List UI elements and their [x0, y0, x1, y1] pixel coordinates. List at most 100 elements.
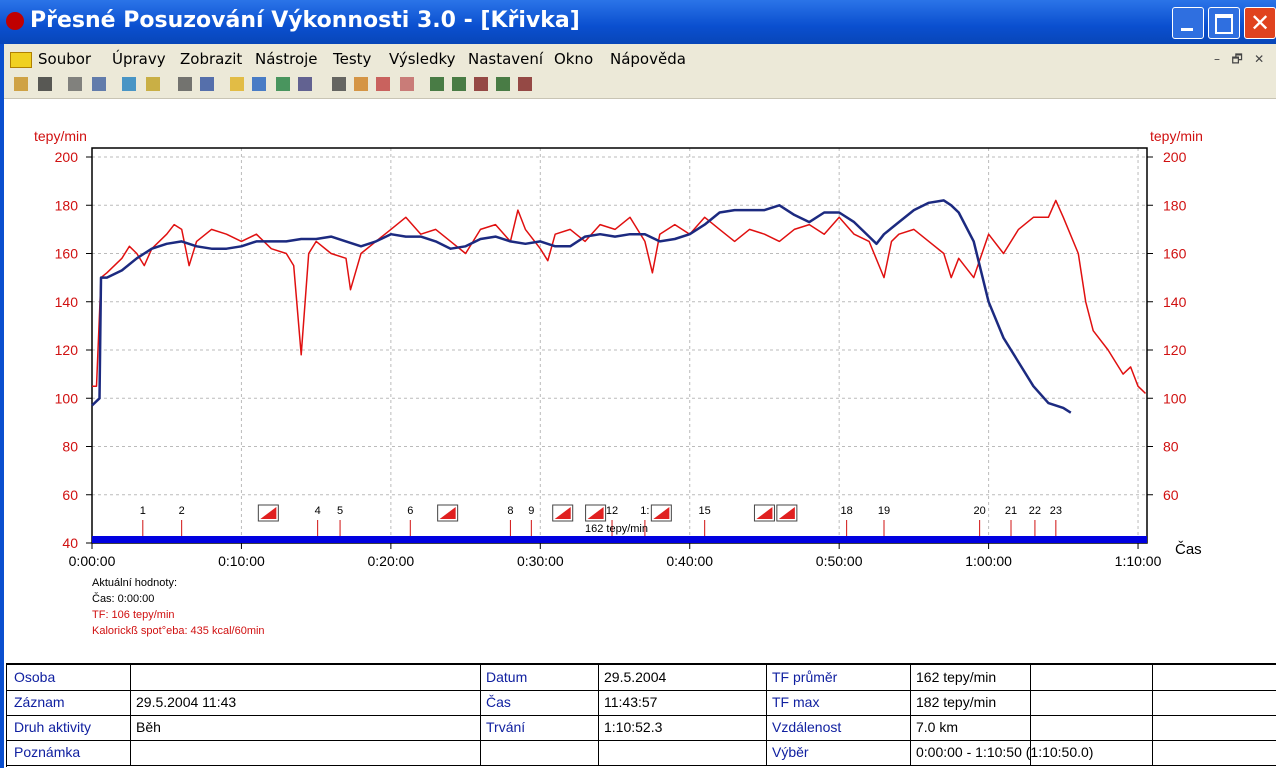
- mdi-buttons[interactable]: – 🗗 ✕: [1214, 52, 1265, 66]
- toolbar-button[interactable]: [452, 77, 466, 91]
- toolbar-button[interactable]: [230, 77, 244, 91]
- toolbar-button[interactable]: [430, 77, 444, 91]
- col-line: [910, 665, 911, 690]
- row-line: [6, 765, 1276, 766]
- selection-bar: [92, 536, 1147, 543]
- y-axis-title: tepy/min: [34, 128, 87, 144]
- toolbar-button[interactable]: [146, 77, 160, 91]
- lap-label: 12: [606, 505, 618, 517]
- toolbar-button[interactable]: [332, 77, 346, 91]
- col-line: [480, 740, 481, 765]
- lap-label: 20: [974, 505, 986, 517]
- lap-label: 15: [699, 505, 711, 517]
- col-line: [130, 740, 131, 765]
- lap-label: 1:: [640, 505, 649, 517]
- row-line: [6, 715, 1276, 716]
- toolbar-button[interactable]: [376, 77, 390, 91]
- flag-shape: [587, 507, 604, 519]
- lap-label: 19: [878, 505, 890, 517]
- y-tick-label: 200: [55, 149, 79, 165]
- toolbar-button[interactable]: [518, 77, 532, 91]
- table-label: Vzdálenost: [772, 719, 842, 735]
- toolbar-button[interactable]: [252, 77, 266, 91]
- x-tick-label: 0:10:00: [218, 553, 265, 569]
- col-line: [1030, 690, 1031, 715]
- lap-label: 22: [1029, 505, 1041, 517]
- y2-tick-label: 180: [1163, 197, 1187, 213]
- y2-tick-label: 200: [1163, 149, 1187, 165]
- maximize-button[interactable]: [1208, 7, 1240, 39]
- menu-item[interactable]: Soubor: [38, 50, 92, 68]
- toolbar-button[interactable]: [178, 77, 192, 91]
- flag-shape: [778, 507, 795, 519]
- menu-item[interactable]: Zobrazit: [180, 50, 243, 68]
- col-line: [598, 665, 599, 690]
- series-line: [92, 199, 1147, 394]
- toolbar-button[interactable]: [298, 77, 312, 91]
- col-line: [1152, 740, 1153, 765]
- menu-item[interactable]: Výsledky: [389, 50, 456, 68]
- table-value: Běh: [136, 719, 161, 735]
- menu-item[interactable]: Testy: [333, 50, 372, 68]
- toolbar-button[interactable]: [92, 77, 106, 91]
- x-tick-label: 1:00:00: [965, 553, 1012, 569]
- flag-shape: [439, 507, 456, 519]
- y-tick-label: 140: [55, 294, 79, 310]
- x-tick-label: 0:00:00: [69, 553, 116, 569]
- plot-frame: [91, 147, 1148, 544]
- col-line: [766, 665, 767, 690]
- lap-label: 6: [407, 505, 413, 517]
- toolbar-button[interactable]: [400, 77, 414, 91]
- menu-item[interactable]: Nástroje: [255, 50, 318, 68]
- col-line: [910, 690, 911, 715]
- col-line: [910, 715, 911, 740]
- table-label: Záznam: [14, 694, 65, 710]
- menu-bar: – 🗗 ✕: [0, 44, 1276, 72]
- col-line: [1030, 715, 1031, 740]
- toolbar-button[interactable]: [200, 77, 214, 91]
- y2-tick-label: 140: [1163, 294, 1187, 310]
- y-tick-label: 180: [55, 197, 79, 213]
- y-tick-label: 120: [55, 342, 79, 358]
- menu-item[interactable]: Nápověda: [610, 50, 686, 68]
- lap-label: 8: [507, 505, 513, 517]
- toolbar-button[interactable]: [276, 77, 290, 91]
- toolbar-button[interactable]: [496, 77, 510, 91]
- flag-marker: [776, 504, 798, 522]
- flag-marker: [437, 504, 459, 522]
- x-tick-label: 0:20:00: [368, 553, 415, 569]
- app-icon: [6, 12, 24, 30]
- lap-label: 9: [528, 505, 534, 517]
- menu-item[interactable]: Okno: [554, 50, 594, 68]
- toolbar-button[interactable]: [474, 77, 488, 91]
- y2-tick-label: 160: [1163, 246, 1187, 262]
- toolbar-button[interactable]: [38, 77, 52, 91]
- lap-label: 21: [1005, 505, 1017, 517]
- lap-label: 18: [841, 505, 853, 517]
- minimize-button[interactable]: [1172, 7, 1204, 39]
- lap-label: 2: [179, 505, 185, 517]
- col-line: [766, 740, 767, 765]
- menu-item[interactable]: Nastavení: [468, 50, 544, 68]
- toolbar-button[interactable]: [354, 77, 368, 91]
- x-tick-label: 0:30:00: [517, 553, 564, 569]
- flag-marker: [585, 504, 607, 522]
- toolbar-button[interactable]: [14, 77, 28, 91]
- y2-tick-label: 80: [1163, 439, 1179, 455]
- toolbar: [0, 72, 1276, 99]
- col-line: [130, 690, 131, 715]
- col-line: [766, 690, 767, 715]
- table-label: TF max: [772, 694, 820, 710]
- col-line: [130, 715, 131, 740]
- toolbar-button[interactable]: [68, 77, 82, 91]
- menu-item[interactable]: Úpravy: [112, 50, 166, 68]
- flag-marker: [650, 504, 672, 522]
- flag-marker: [552, 504, 574, 522]
- info-table: Osoba Datum 29.5.2004 TF průměr 162 tepy/min…: [0, 660, 1276, 768]
- table-value: 0:00:00 - 1:10:50 (1:10:50.0): [916, 744, 1094, 760]
- window-border: [0, 44, 4, 768]
- col-line: [910, 740, 911, 765]
- toolbar-button[interactable]: [122, 77, 136, 91]
- current-value: Čas: 0:00:00: [92, 592, 154, 605]
- flag-shape: [756, 507, 773, 519]
